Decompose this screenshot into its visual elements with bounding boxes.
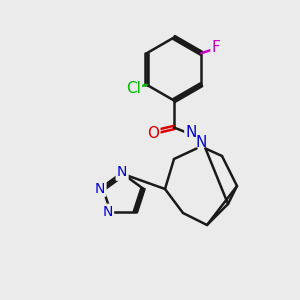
- Text: N: N: [195, 135, 207, 150]
- Text: N: N: [103, 205, 113, 219]
- Text: O: O: [147, 126, 159, 141]
- Text: N: N: [95, 182, 105, 196]
- Text: Cl: Cl: [126, 81, 141, 96]
- Text: N: N: [117, 166, 127, 179]
- Text: N: N: [186, 125, 197, 140]
- Text: F: F: [212, 40, 221, 55]
